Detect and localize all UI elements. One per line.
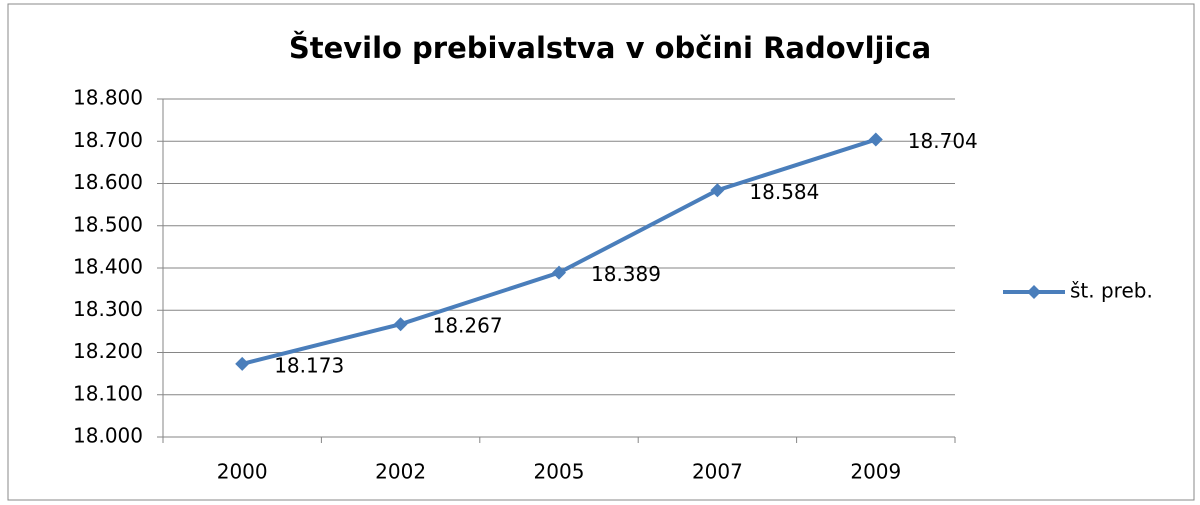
x-tick-label: 2005 bbox=[534, 460, 585, 484]
x-tick-label: 2000 bbox=[217, 460, 268, 484]
data-label: 18.267 bbox=[433, 314, 503, 338]
point bbox=[393, 317, 408, 332]
data-label: 18.173 bbox=[274, 353, 344, 377]
x-tick-label: 2002 bbox=[375, 460, 426, 484]
point bbox=[710, 183, 725, 198]
point bbox=[868, 132, 883, 147]
y-tick-label: 18.700 bbox=[73, 128, 143, 152]
y-tick-label: 18.600 bbox=[73, 170, 143, 194]
data-label: 18.389 bbox=[591, 262, 661, 286]
y-tick-label: 18.200 bbox=[73, 339, 143, 363]
data-label: 18.584 bbox=[749, 180, 819, 204]
y-tick-label: 18.000 bbox=[73, 424, 143, 448]
legend-label: št. preb. bbox=[1070, 279, 1153, 303]
x-tick-label: 2009 bbox=[850, 460, 901, 484]
point bbox=[235, 356, 250, 371]
y-tick-label: 18.300 bbox=[73, 297, 143, 321]
y-tick-label: 18.100 bbox=[73, 381, 143, 405]
y-tick-label: 18.400 bbox=[73, 255, 143, 279]
x-tick-label: 2007 bbox=[692, 460, 743, 484]
y-tick-label: 18.500 bbox=[73, 212, 143, 236]
chart-title: Število prebivalstva v občini Radovljica bbox=[289, 31, 931, 65]
point bbox=[552, 265, 566, 280]
data-label: 18.704 bbox=[908, 129, 978, 153]
y-tick-label: 18.800 bbox=[73, 86, 143, 110]
legend-marker bbox=[1027, 285, 1041, 299]
